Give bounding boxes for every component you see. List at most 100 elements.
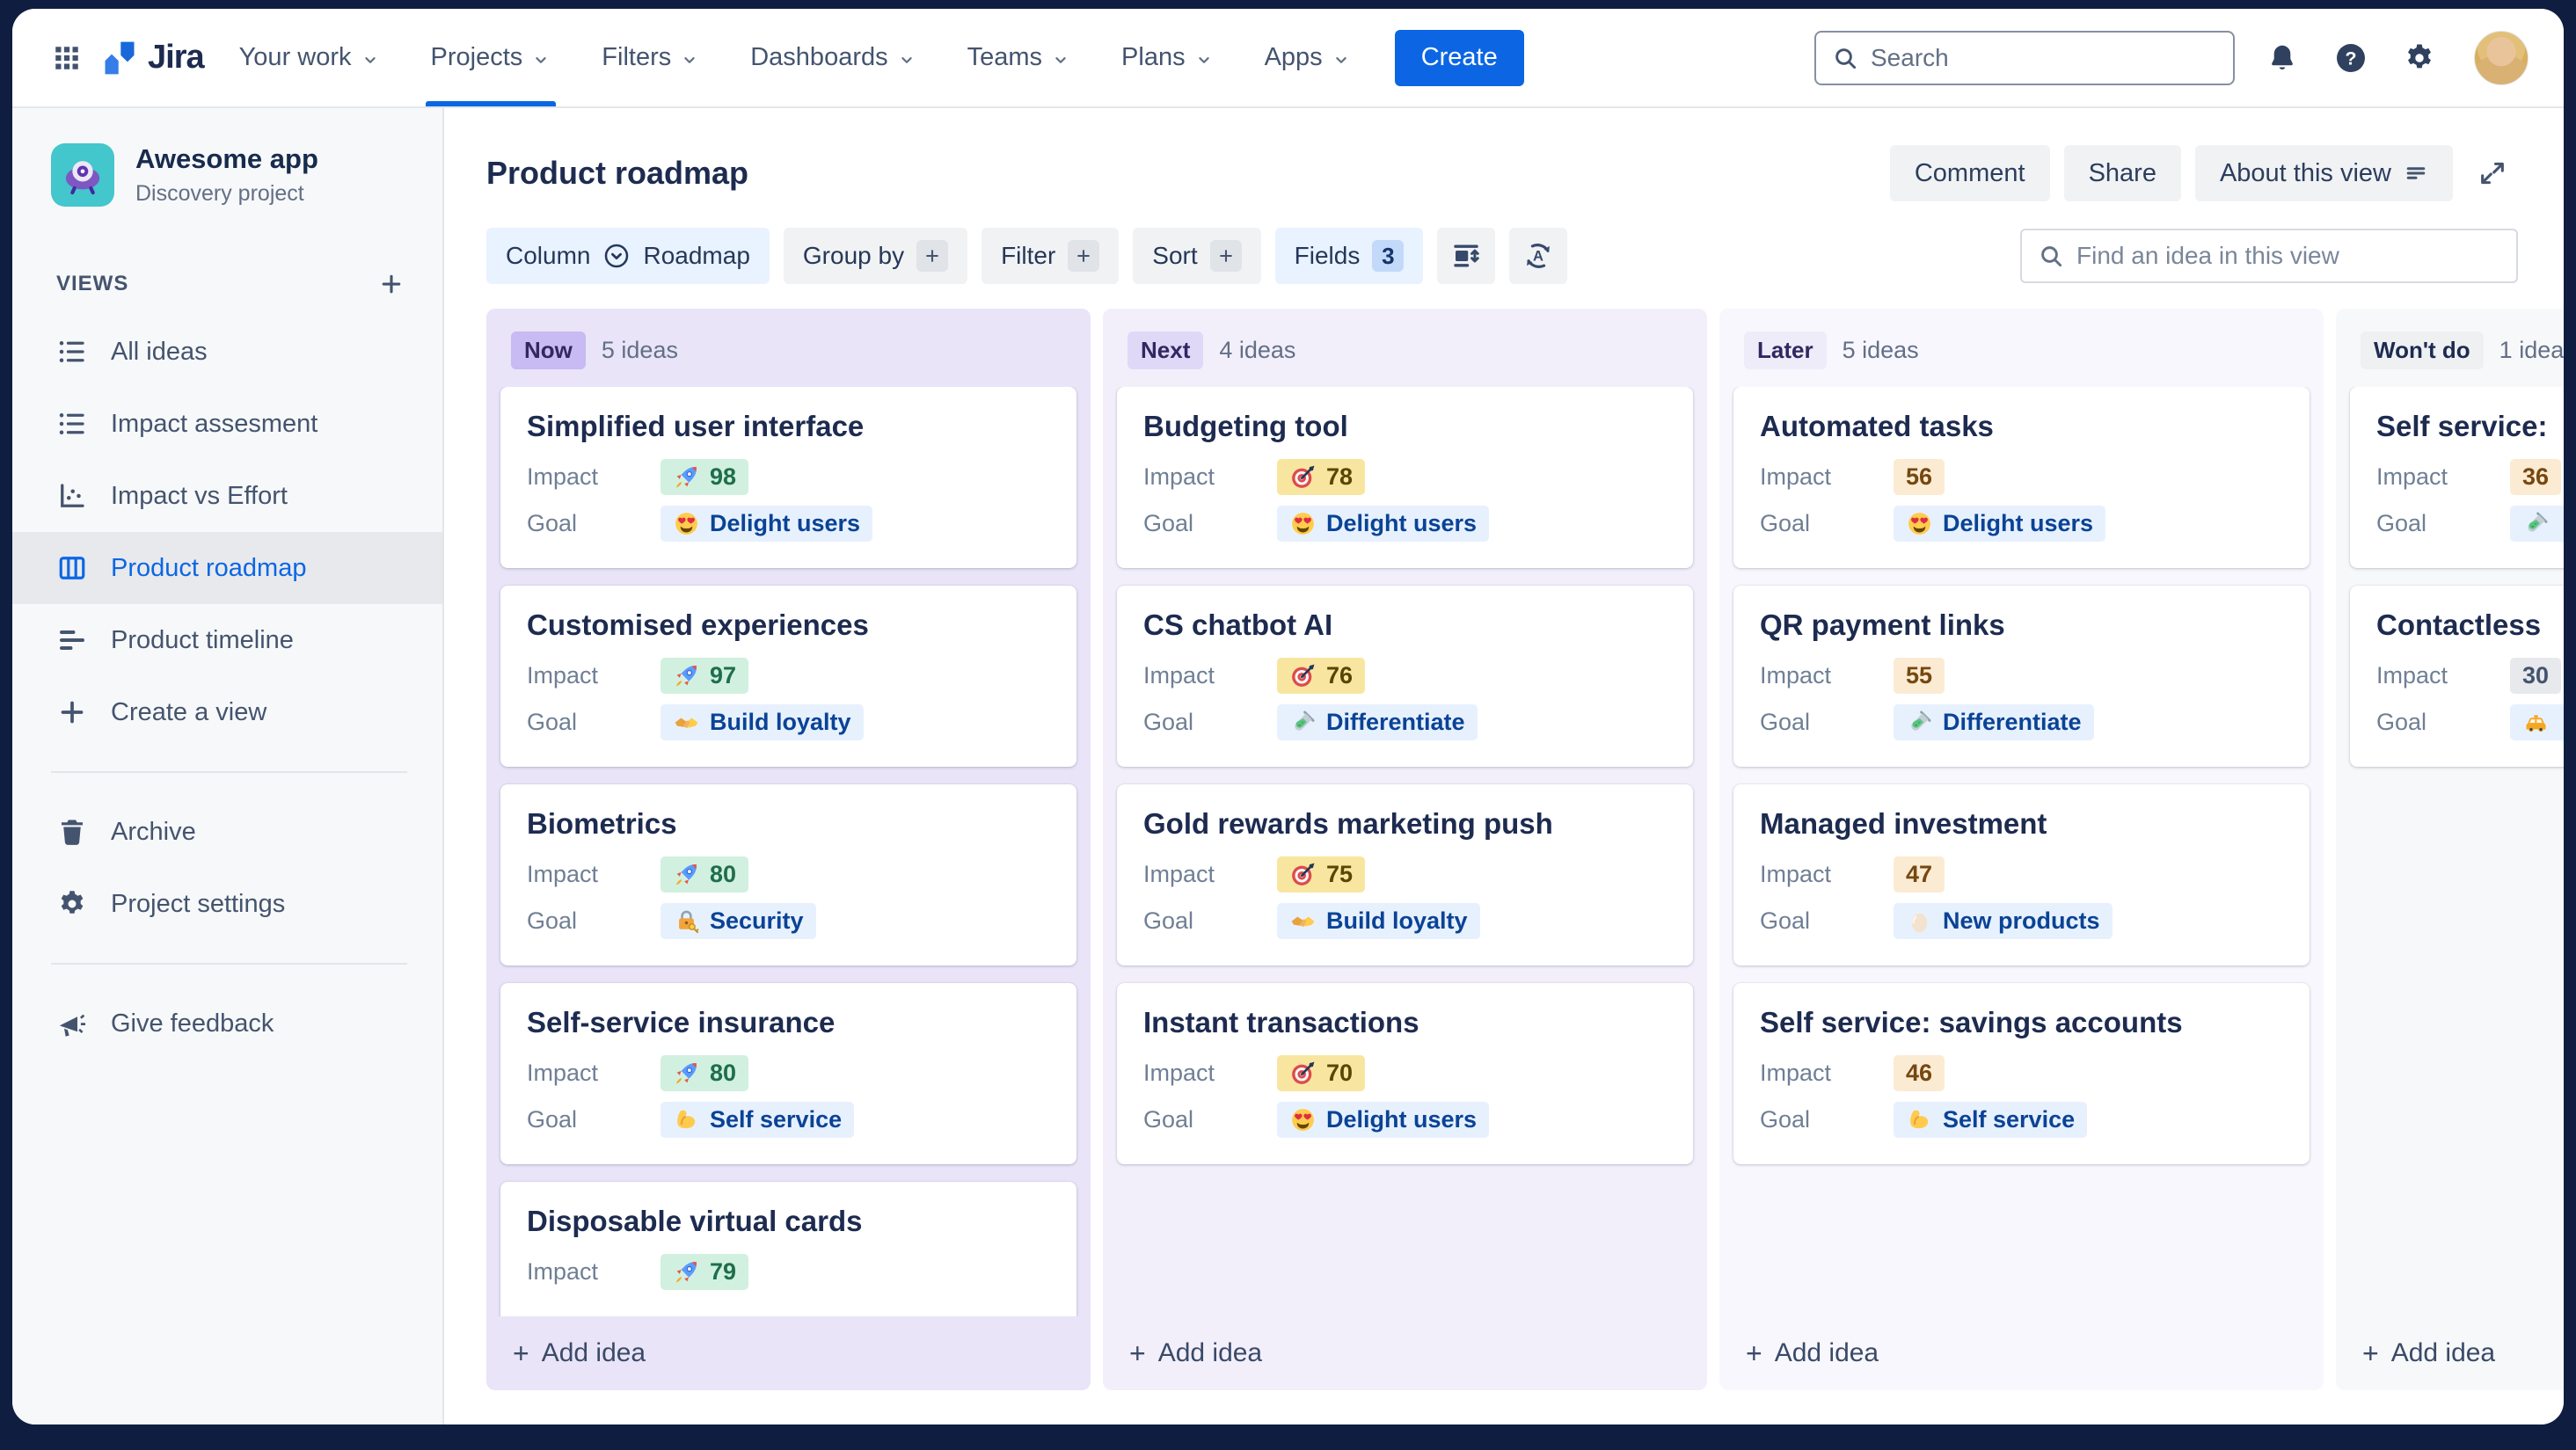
column-header: Won't do 1 idea: [2336, 309, 2564, 387]
goal-badge: Differentiate: [1277, 704, 1478, 740]
nav-item-label: Apps: [1264, 43, 1323, 71]
global-search-input[interactable]: [1871, 43, 2217, 72]
notifications-button[interactable]: [2261, 37, 2303, 79]
column-status-badge: Next: [1127, 332, 1204, 369]
impact-field-label: Impact: [527, 662, 599, 689]
jira-logo[interactable]: Jira: [100, 39, 205, 77]
idea-card-managed-investment[interactable]: Managed investment Impact 47 Goal New produc…: [1733, 784, 2310, 965]
idea-card-customised-experiences[interactable]: Customised experiences Impact 97 Goal Build …: [500, 586, 1076, 767]
idea-card-automated-tasks[interactable]: Automated tasks Impact 56 Goal Delight users: [1733, 387, 2310, 568]
goal-value: Security: [710, 907, 804, 934]
card-density-button[interactable]: [1437, 228, 1496, 284]
idea-card-self-service-insurance[interactable]: Self-service insurance Impact 80 Goal Self s…: [500, 983, 1076, 1164]
column-config-chip[interactable]: Column Roadmap: [486, 228, 770, 284]
idea-card-contactless[interactable]: Contactless Impact 30 Goal: [2350, 586, 2564, 767]
auto-sort-button[interactable]: A: [1509, 228, 1568, 284]
project-header[interactable]: Awesome app Discovery project: [12, 143, 442, 207]
primary-nav: Your work Projects Filters Dashboards Teams P…: [239, 9, 1351, 106]
nav-item-your-work[interactable]: Your work: [239, 9, 380, 106]
idea-card-qr-payment-links[interactable]: QR payment links Impact 55 Goal Differentiat…: [1733, 586, 2310, 767]
find-idea-search[interactable]: [2020, 229, 2518, 283]
heart-eyes-icon: [1289, 1106, 1317, 1133]
about-this-view-button[interactable]: About this view: [2194, 145, 2453, 201]
align-lines-icon: [2404, 161, 2428, 186]
impact-badge: 76: [1277, 658, 1366, 694]
add-idea-label: Add idea: [1157, 1338, 1263, 1367]
impact-value: 46: [1906, 1060, 1933, 1086]
sidebar-item-impact-assesment[interactable]: Impact assesment: [12, 388, 442, 460]
sidebar-item-product-roadmap[interactable]: Product roadmap: [12, 532, 442, 604]
user-avatar[interactable]: [2474, 30, 2529, 85]
goal-badge: Delight users: [1894, 506, 2106, 542]
nav-item-label: Plans: [1121, 43, 1186, 71]
add-idea-button[interactable]: + Add idea: [1103, 1316, 1707, 1390]
card-title: Customised experiences: [527, 608, 869, 641]
card-title: Simplified user interface: [527, 410, 865, 442]
board-column-next: Next 4 ideas Budgeting tool Impact 78 Goal Del…: [1103, 309, 1707, 1390]
fields-chip[interactable]: Fields 3: [1274, 228, 1424, 284]
plus-icon: [56, 696, 88, 728]
idea-card-self-service-savings-accounts[interactable]: Self service: savings accounts Impact 46 Go…: [1733, 983, 2310, 1164]
idea-card-simplified-user-interface[interactable]: Simplified user interface Impact 98 Goal Del…: [500, 387, 1076, 568]
nav-item-dashboards[interactable]: Dashboards: [750, 9, 916, 106]
add-idea-button[interactable]: + Add idea: [486, 1316, 1091, 1390]
nav-item-teams[interactable]: Teams: [967, 9, 1070, 106]
share-button[interactable]: Share: [2063, 145, 2181, 201]
sidebar-item-create-a-view[interactable]: Create a view: [12, 676, 442, 748]
idea-card-gold-rewards-marketing-push[interactable]: Gold rewards marketing push Impact 75 Goal B…: [1117, 784, 1693, 965]
sort-chip[interactable]: Sort: [1133, 228, 1261, 284]
idea-card-biometrics[interactable]: Biometrics Impact 80 Goal Security: [500, 784, 1076, 965]
settings-button[interactable]: [2398, 37, 2441, 79]
impact-badge: 98: [660, 459, 749, 495]
filter-chip[interactable]: Filter: [982, 228, 1120, 284]
list-icon: [56, 336, 88, 368]
idea-card-instant-transactions[interactable]: Instant transactions Impact 70 Goal Delight …: [1117, 983, 1693, 1164]
impact-value: 36: [2522, 463, 2550, 490]
idea-card-self-service[interactable]: Self service: Impact 36 Goal: [2350, 387, 2564, 568]
idea-card-disposable-virtual-cards[interactable]: Disposable virtual cards Impact 79: [500, 1182, 1076, 1316]
chevron-circle-icon: [602, 242, 631, 270]
fullscreen-button[interactable]: [2467, 145, 2518, 201]
add-idea-button[interactable]: + Add idea: [1719, 1316, 2324, 1390]
biceps-icon: [673, 1106, 700, 1133]
nav-item-filters[interactable]: Filters: [602, 9, 699, 106]
app-switcher-button[interactable]: [46, 37, 88, 79]
create-button[interactable]: Create: [1394, 29, 1524, 86]
goal-field-label: Goal: [1143, 709, 1194, 735]
test-tube-icon: [1289, 709, 1317, 736]
comment-button[interactable]: Comment: [1889, 145, 2050, 201]
dart-icon: [1289, 662, 1317, 689]
idea-card-budgeting-tool[interactable]: Budgeting tool Impact 78 Goal Delight users: [1117, 387, 1693, 568]
add-view-button[interactable]: [372, 265, 411, 303]
sidebar-item-archive[interactable]: Archive: [12, 796, 442, 868]
card-title: Contactless: [2376, 608, 2542, 641]
column-header: Next 4 ideas: [1103, 309, 1707, 387]
card-title: Automated tasks: [1760, 410, 1994, 442]
global-search[interactable]: [1814, 30, 2235, 85]
sidebar-item-impact-vs-effort[interactable]: Impact vs Effort: [12, 460, 442, 532]
sidebar-item-label: Create a view: [111, 697, 267, 726]
sidebar-item-give-feedback[interactable]: Give feedback: [12, 987, 442, 1060]
add-idea-button[interactable]: + Add idea: [2336, 1316, 2564, 1390]
nav-item-plans[interactable]: Plans: [1121, 9, 1214, 106]
find-idea-input[interactable]: [2076, 242, 2500, 270]
impact-field-label: Impact: [527, 861, 599, 887]
impact-value: 79: [710, 1258, 737, 1285]
impact-badge: 55: [1894, 658, 1945, 694]
app-window: Jira Your work Projects Filters Dashboards T…: [12, 9, 2564, 1424]
help-button[interactable]: ?: [2330, 37, 2372, 79]
goal-value: Delight users: [1943, 510, 2094, 536]
sidebar-item-all-ideas[interactable]: All ideas: [12, 316, 442, 388]
trash-icon: [56, 816, 88, 848]
idea-card-cs-chatbot-ai[interactable]: CS chatbot AI Impact 76 Goal Differentiate: [1117, 586, 1693, 767]
group-by-chip[interactable]: Group by: [783, 228, 968, 284]
bell-icon: [2266, 42, 2298, 74]
sidebar-item-project-settings[interactable]: Project settings: [12, 868, 442, 940]
heart-eyes-icon: [673, 510, 700, 537]
nav-item-apps[interactable]: Apps: [1265, 9, 1351, 106]
card-title: Disposable virtual cards: [527, 1205, 863, 1237]
sidebar-item-product-timeline[interactable]: Product timeline: [12, 604, 442, 676]
heart-eyes-icon: [1906, 510, 1933, 537]
nav-item-projects[interactable]: Projects: [425, 9, 557, 106]
gear-icon: [56, 888, 88, 920]
